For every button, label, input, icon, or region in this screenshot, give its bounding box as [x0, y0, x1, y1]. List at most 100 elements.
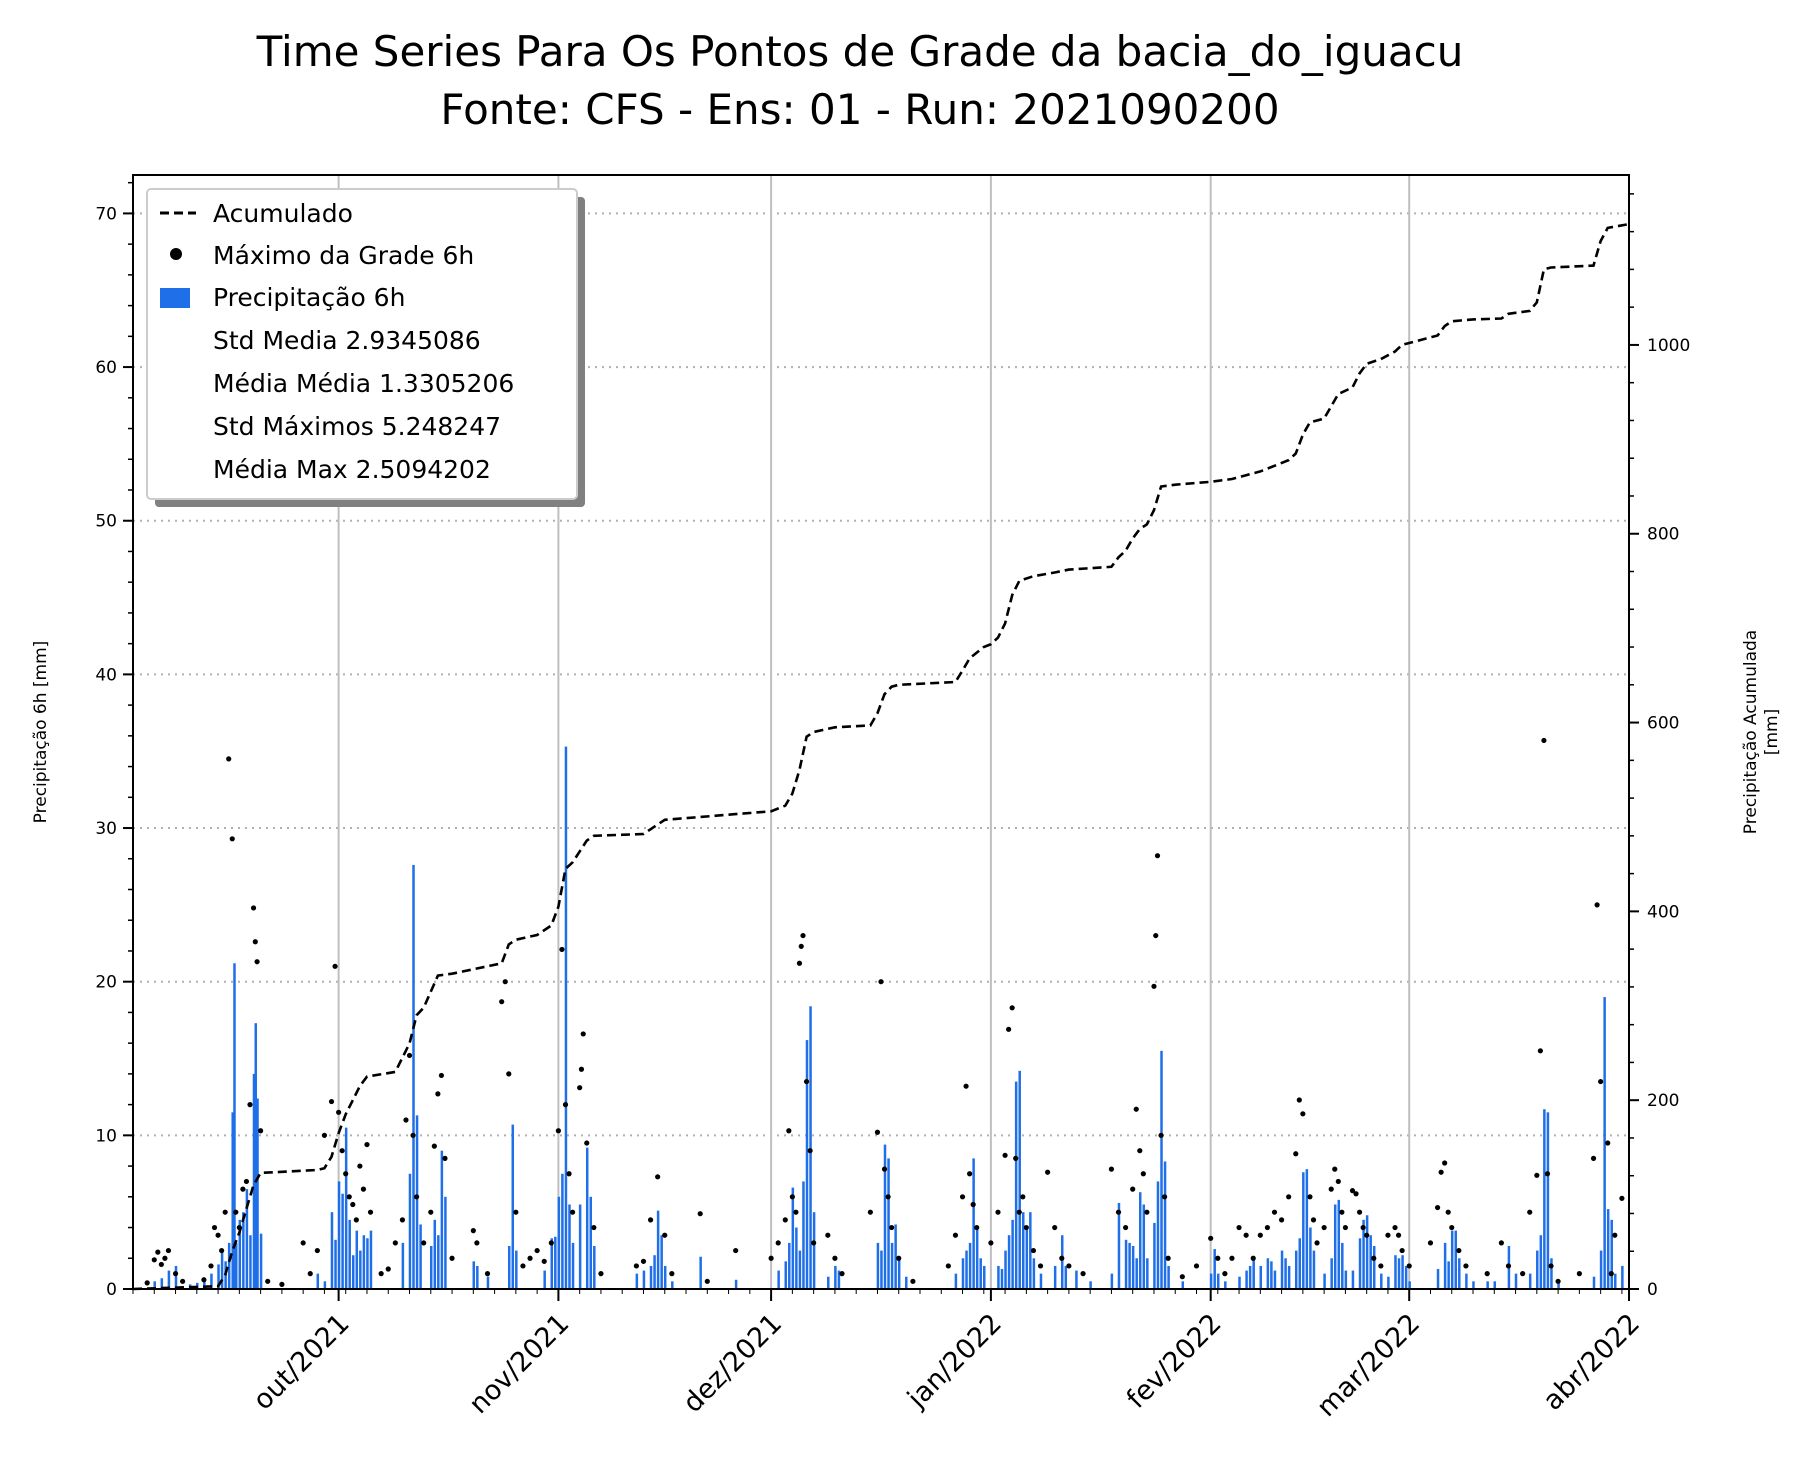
max-dot: [807, 1148, 813, 1154]
x-tick-label: mar/2022: [1311, 1308, 1426, 1423]
precip-bar: [408, 1173, 412, 1289]
max-dot: [201, 1277, 207, 1283]
precip-bar: [254, 1023, 258, 1289]
legend-label-media-max: Média Max 2.5094202: [213, 455, 491, 484]
precip-bar: [1351, 1270, 1355, 1289]
max-dot: [640, 1258, 647, 1264]
max-dot: [1020, 1194, 1026, 1200]
max-dot: [1314, 1240, 1320, 1246]
x-tick-label: out/2021: [247, 1308, 355, 1416]
precip-bar: [444, 1196, 447, 1289]
legend-bar-icon: [160, 288, 190, 308]
precip-bar: [167, 1270, 171, 1289]
max-dot: [584, 1140, 590, 1146]
max-dot: [399, 1217, 406, 1223]
y-tick-label: 30: [95, 819, 117, 839]
max-dot: [1052, 1224, 1058, 1231]
max-dot: [428, 1209, 434, 1215]
max-dot: [885, 1194, 891, 1200]
precip-bar: [1270, 1261, 1273, 1289]
precip-bar: [348, 1219, 351, 1289]
precip-bar: [564, 746, 568, 1289]
max-dot: [1310, 1217, 1317, 1223]
max-dot: [569, 1209, 576, 1215]
max-dot: [896, 1255, 902, 1261]
max-dot: [339, 1148, 345, 1154]
max-dot: [421, 1240, 427, 1246]
max-dot: [1445, 1209, 1451, 1215]
max-dot: [279, 1281, 285, 1287]
precip-bar: [1004, 1250, 1007, 1289]
max-dot: [1307, 1194, 1313, 1200]
y2-axis-label-line1: Precipitação Acumulada: [1741, 630, 1761, 834]
max-dot: [697, 1211, 703, 1217]
y2-tick-label: 600: [1647, 714, 1679, 734]
precip-bar: [589, 1196, 593, 1289]
max-dot: [1406, 1263, 1412, 1269]
precip-bar: [220, 1250, 224, 1289]
precip-bar: [1341, 1242, 1344, 1289]
max-dot: [233, 1209, 239, 1215]
max-dot: [360, 1186, 367, 1192]
max-dot: [1392, 1224, 1398, 1231]
legend-label-std-media: Std Media 2.9345086: [213, 326, 481, 355]
max-dot: [1321, 1224, 1327, 1231]
max-dot: [1442, 1160, 1448, 1166]
precip-bar: [1323, 1273, 1326, 1289]
precip-bar: [1287, 1265, 1291, 1289]
max-dot: [449, 1255, 455, 1261]
max-dot: [155, 1249, 161, 1255]
max-dot: [669, 1271, 675, 1277]
precip-bar: [788, 1242, 791, 1289]
precip-bar: [894, 1224, 897, 1289]
precip-bar: [160, 1278, 164, 1289]
precip-bar: [1550, 1258, 1553, 1289]
max-dot: [562, 1102, 569, 1108]
max-dot: [499, 999, 505, 1005]
max-dot: [811, 1240, 817, 1246]
precip-bar: [571, 1242, 575, 1289]
max-dot: [1059, 1255, 1065, 1261]
precip-bar: [578, 1204, 582, 1289]
precip-bar: [1294, 1250, 1298, 1289]
precip-bar: [440, 1150, 444, 1289]
max-dot: [1378, 1263, 1384, 1269]
precip-bar: [1447, 1261, 1450, 1289]
precip-bar: [433, 1219, 437, 1289]
max-dot: [158, 1261, 164, 1268]
precip-bar: [1117, 1202, 1121, 1289]
max-dot: [775, 1240, 781, 1246]
max-dot: [328, 1098, 335, 1105]
max-dot: [798, 943, 804, 949]
precip-bar: [1298, 1238, 1302, 1289]
max-dot: [889, 1224, 895, 1231]
precip-bar: [1138, 1192, 1142, 1289]
max-dot: [321, 1132, 328, 1138]
precip-bar: [1458, 1258, 1461, 1289]
x-tick-label: abr/2022: [1537, 1308, 1646, 1417]
max-dot: [258, 1128, 264, 1134]
accum-line-group: [132, 222, 1630, 1291]
precip-bar: [1110, 1273, 1114, 1289]
max-dot: [1328, 1186, 1334, 1192]
max-dot: [254, 959, 260, 965]
precip-bar: [663, 1265, 667, 1289]
max-dot: [1349, 1188, 1356, 1194]
precip-bar: [880, 1250, 883, 1289]
precip-bar: [812, 1212, 816, 1289]
precip-bar: [1369, 1235, 1372, 1289]
max-dot: [357, 1163, 363, 1169]
max-dot: [800, 932, 806, 939]
max-dot: [1364, 1232, 1370, 1238]
max-dot: [1385, 1232, 1391, 1238]
precip-bar: [1380, 1273, 1383, 1289]
plot-frame: [132, 174, 1630, 1290]
precip-bar: [671, 1281, 674, 1289]
legend-label-media-media: Média Média 1.3305206: [213, 369, 514, 398]
precip-bar: [337, 1181, 341, 1289]
precip-bar: [1610, 1219, 1613, 1289]
chart-subtitle: Fonte: CFS - Ens: 01 - Run: 2021090200: [440, 85, 1279, 134]
precip-bar: [1365, 1215, 1369, 1289]
legend-dot-icon: [170, 248, 182, 260]
max-dot: [1356, 1209, 1363, 1215]
